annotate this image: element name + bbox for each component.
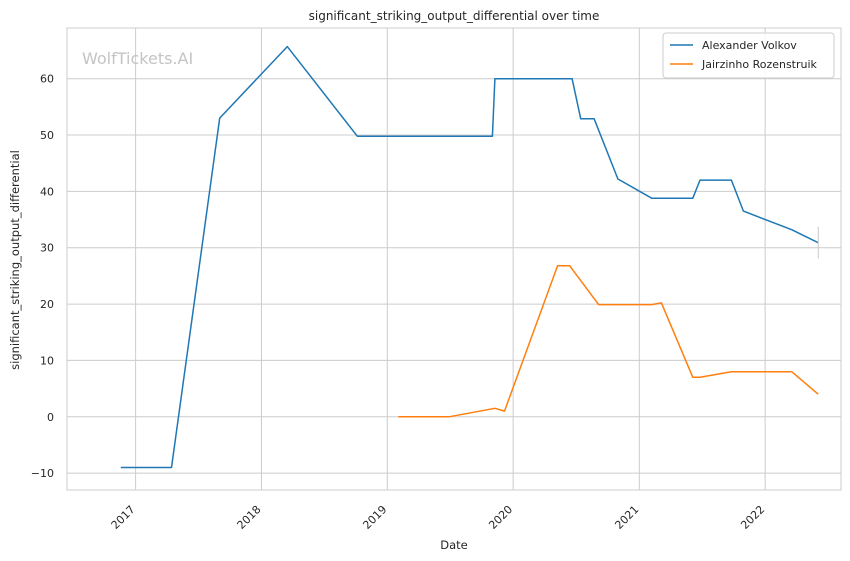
data-point xyxy=(692,377,694,379)
y-tick-label: 20 xyxy=(40,298,54,311)
data-point xyxy=(651,197,653,199)
data-point xyxy=(731,371,733,373)
data-point xyxy=(356,135,358,137)
x-tick-label: 2019 xyxy=(360,503,389,532)
data-point xyxy=(743,210,745,212)
data-point xyxy=(580,118,582,120)
data-point xyxy=(494,408,496,410)
series-line-volkov xyxy=(120,45,819,469)
legend: Alexander Volkov Jairzinho Rozenstruik xyxy=(662,32,835,79)
data-point xyxy=(494,78,496,80)
grid xyxy=(67,28,841,490)
watermark: WolfTickets.AI xyxy=(82,49,193,68)
data-point xyxy=(699,179,701,181)
data-point xyxy=(731,179,733,181)
y-tick-label: −10 xyxy=(31,467,54,480)
y-axis-label: significant_striking_output_differential xyxy=(8,150,22,370)
data-point xyxy=(504,410,506,412)
data-point xyxy=(617,178,619,180)
data-point xyxy=(571,78,573,80)
data-point xyxy=(398,416,400,418)
y-tick-label: 0 xyxy=(47,411,54,424)
data-point xyxy=(287,46,289,48)
y-axis-ticks: −10 0 10 20 30 40 50 60 xyxy=(31,73,54,480)
x-tick-label: 2018 xyxy=(235,503,264,532)
y-tick-label: 50 xyxy=(40,129,54,142)
data-point xyxy=(171,467,173,469)
data-point xyxy=(557,265,559,267)
x-tick-label: 2017 xyxy=(109,503,138,532)
x-axis-ticks: 2017 2018 2019 2020 2021 2022 xyxy=(109,503,768,532)
y-tick-label: 30 xyxy=(40,242,54,255)
x-axis-label: Date xyxy=(440,538,468,552)
data-point xyxy=(692,197,694,199)
data-point xyxy=(817,393,819,395)
legend-box xyxy=(662,32,835,79)
y-tick-label: 60 xyxy=(40,73,54,86)
legend-label-rozenstruik: Jairzinho Rozenstruik xyxy=(701,58,818,71)
chart-title: significant_striking_output_differential… xyxy=(309,9,600,23)
plot-frame xyxy=(66,27,842,491)
x-tick-label: 2021 xyxy=(612,503,641,532)
data-point xyxy=(791,371,793,373)
data-point xyxy=(120,467,122,469)
y-tick-label: 40 xyxy=(40,185,54,198)
data-point xyxy=(448,416,450,418)
data-point xyxy=(598,304,600,306)
data-point xyxy=(569,265,571,267)
data-point xyxy=(651,304,653,306)
x-tick-label: 2022 xyxy=(738,503,767,532)
data-point xyxy=(699,377,701,379)
y-tick-label: 10 xyxy=(40,354,54,367)
series-lines xyxy=(120,45,819,469)
data-point xyxy=(593,118,595,120)
data-point xyxy=(661,302,663,304)
data-point xyxy=(791,229,793,231)
x-tick-label: 2020 xyxy=(486,503,515,532)
data-point xyxy=(492,135,494,137)
legend-label-volkov: Alexander Volkov xyxy=(702,39,797,52)
series-line-rozenstruik xyxy=(398,265,819,418)
data-point xyxy=(219,117,221,119)
